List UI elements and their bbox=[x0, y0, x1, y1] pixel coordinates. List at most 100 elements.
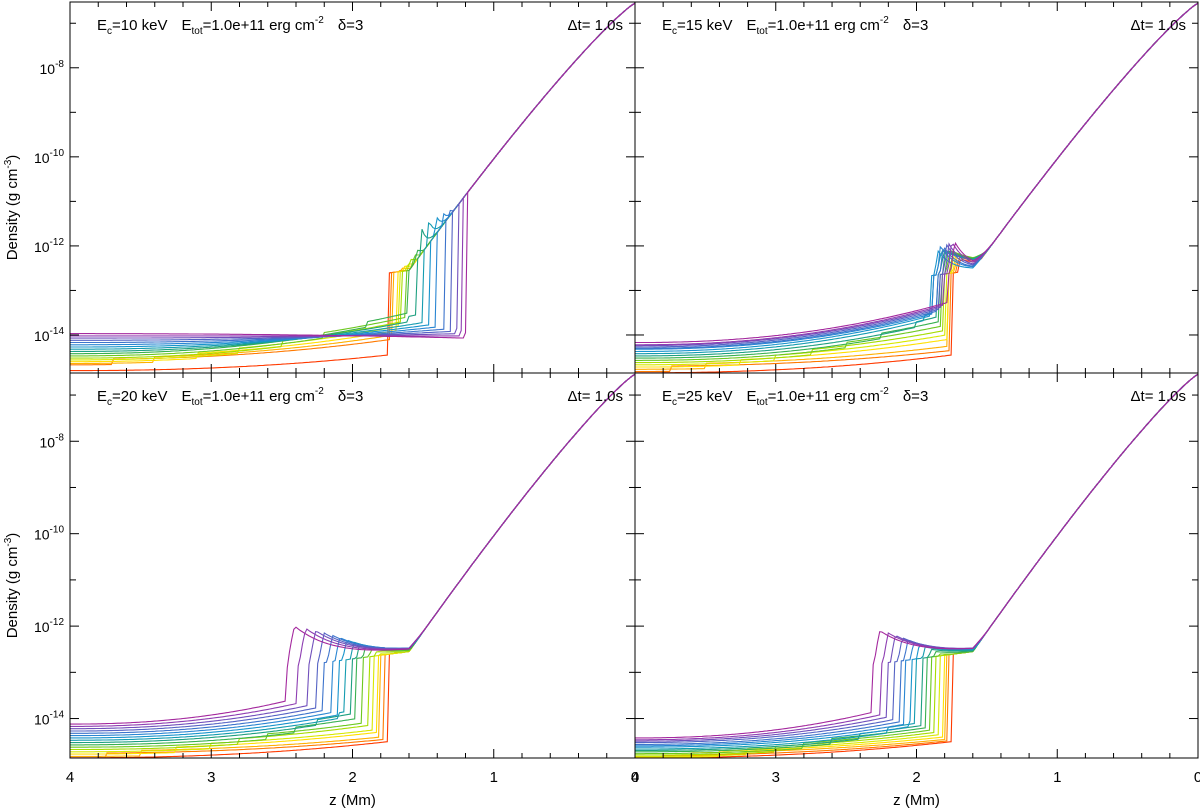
panel-2: Ec=15 keV Etot=1.0e+11 erg cm-2 δ=3 Δt= 1.0… bbox=[634, 1, 1199, 374]
series-line-t10 bbox=[70, 2, 635, 348]
x-tick-label: 4 bbox=[66, 769, 74, 786]
series-line-t15 bbox=[70, 373, 635, 727]
y-tick-label: 10-14 bbox=[34, 326, 64, 344]
panel-annotation: Ec=20 keV Etot=1.0e+11 erg cm-2 δ=3 bbox=[97, 386, 363, 408]
y-tick-label: 10-10 bbox=[34, 148, 64, 166]
panel-frame bbox=[634, 372, 1199, 759]
ec-value: =10 keV bbox=[112, 17, 167, 34]
ec-value: =20 keV bbox=[112, 388, 167, 405]
series-line-t7 bbox=[70, 2, 635, 355]
ec-label: E bbox=[97, 388, 107, 405]
series-line-t2 bbox=[70, 373, 635, 757]
series-line-t2 bbox=[679, 373, 1198, 758]
etot-value: =1.0e+11 erg cm bbox=[768, 17, 880, 34]
series-line-t14 bbox=[635, 2, 1198, 347]
y-axis-label: Density (g cm-3) bbox=[3, 533, 21, 639]
panel-annotation: Ec=25 keV Etot=1.0e+11 erg cm-2 δ=3 bbox=[662, 386, 928, 408]
y-tick-label-base: 10 bbox=[34, 527, 50, 543]
etot-sub: tot bbox=[192, 26, 203, 37]
y-axis-label-close: ) bbox=[4, 533, 21, 538]
series-line-t8 bbox=[635, 2, 1198, 357]
etot-label: E bbox=[181, 388, 191, 405]
series-line-t5 bbox=[70, 373, 635, 751]
series-line-t9 bbox=[70, 2, 635, 350]
x-tick-label: 3 bbox=[207, 769, 215, 786]
etot-label: E bbox=[746, 17, 756, 34]
series-line-t14 bbox=[635, 373, 1198, 742]
etot-value: =1.0e+11 erg cm bbox=[203, 388, 315, 405]
y-tick-label: 10-8 bbox=[40, 432, 65, 450]
x-tick-label: 4 bbox=[631, 769, 639, 786]
y-axis-label-text: Density (g cm bbox=[4, 169, 21, 261]
series-line-t12 bbox=[70, 373, 635, 734]
ec-value: =15 keV bbox=[677, 17, 732, 34]
series-line-t11 bbox=[635, 373, 1198, 747]
x-tick-label: 2 bbox=[912, 769, 920, 786]
series-line-t10 bbox=[635, 2, 1198, 353]
series-line-t1 bbox=[104, 373, 635, 758]
series-line-t13 bbox=[70, 373, 635, 732]
series-line-t13 bbox=[635, 373, 1198, 744]
delta-label: δ=3 bbox=[903, 17, 928, 34]
series-line-t3 bbox=[70, 2, 635, 363]
y-tick-label-base: 10 bbox=[34, 619, 50, 635]
x-axis-label: z (Mm) bbox=[893, 792, 940, 809]
dt-label: Δt= 1.0s bbox=[1131, 17, 1186, 34]
series-line-t15 bbox=[635, 2, 1198, 346]
series-line-t9 bbox=[635, 373, 1198, 750]
y-tick-label-base: 10 bbox=[34, 150, 50, 166]
series-line-t7 bbox=[635, 373, 1198, 753]
y-tick-label-exp: -12 bbox=[50, 617, 65, 628]
delta-label: δ=3 bbox=[338, 388, 363, 405]
y-axis-label-close: ) bbox=[4, 155, 21, 160]
ec-sub: c bbox=[672, 397, 677, 408]
etot-sub: tot bbox=[757, 397, 768, 408]
panel-annotation: Ec=15 keV Etot=1.0e+11 erg cm-2 δ=3 bbox=[662, 15, 928, 37]
series-line-t14 bbox=[70, 2, 635, 339]
x-tick-label: 2 bbox=[348, 769, 356, 786]
series-line-t5 bbox=[70, 2, 635, 359]
x-axis-label: z (Mm) bbox=[329, 792, 376, 809]
series-line-t14 bbox=[70, 373, 635, 730]
series-line-t12 bbox=[635, 2, 1198, 349]
series-line-t6 bbox=[635, 2, 1198, 361]
y-axis-label-sup: -3 bbox=[3, 537, 14, 546]
panel-annotation: Ec=10 keV Etot=1.0e+11 erg cm-2 δ=3 bbox=[97, 15, 363, 37]
series-line-t16 bbox=[70, 2, 635, 339]
series-line-t16 bbox=[70, 373, 635, 725]
y-tick-label: 10-8 bbox=[40, 59, 65, 77]
series-line-t7 bbox=[635, 2, 1198, 359]
y-tick-label: 10-10 bbox=[34, 525, 64, 543]
series-line-t10 bbox=[635, 373, 1198, 748]
etot-sup: -2 bbox=[315, 386, 324, 397]
y-tick-label-exp: -8 bbox=[55, 432, 64, 443]
series-line-t11 bbox=[635, 2, 1198, 350]
x-tick-label: 0 bbox=[631, 769, 639, 786]
series-line-t12 bbox=[70, 2, 635, 344]
x-tick-label: 0 bbox=[1194, 769, 1200, 786]
series-line-t7 bbox=[70, 373, 635, 746]
series-line-t2 bbox=[635, 2, 1198, 370]
y-tick-label-base: 10 bbox=[34, 712, 50, 728]
series-line-t4 bbox=[70, 373, 635, 753]
etot-label: E bbox=[181, 17, 191, 34]
y-tick-label-exp: -10 bbox=[50, 525, 65, 536]
etot-sup: -2 bbox=[880, 386, 889, 397]
series-line-t6 bbox=[635, 373, 1198, 755]
y-tick-label-exp: -8 bbox=[55, 59, 64, 70]
ec-value: =25 keV bbox=[677, 388, 732, 405]
ec-sub: c bbox=[672, 26, 677, 37]
dt-label: Δt= 1.0s bbox=[568, 17, 623, 34]
series-line-t16 bbox=[635, 373, 1198, 739]
series-group bbox=[70, 373, 635, 758]
series-line-t2 bbox=[70, 2, 635, 365]
series-line-t3 bbox=[70, 373, 635, 755]
series-line-t13 bbox=[635, 2, 1198, 348]
series-group bbox=[635, 373, 1198, 758]
etot-label: E bbox=[746, 388, 756, 405]
etot-sub: tot bbox=[192, 397, 203, 408]
series-line-t0 bbox=[635, 373, 1198, 758]
series-group bbox=[70, 2, 635, 372]
